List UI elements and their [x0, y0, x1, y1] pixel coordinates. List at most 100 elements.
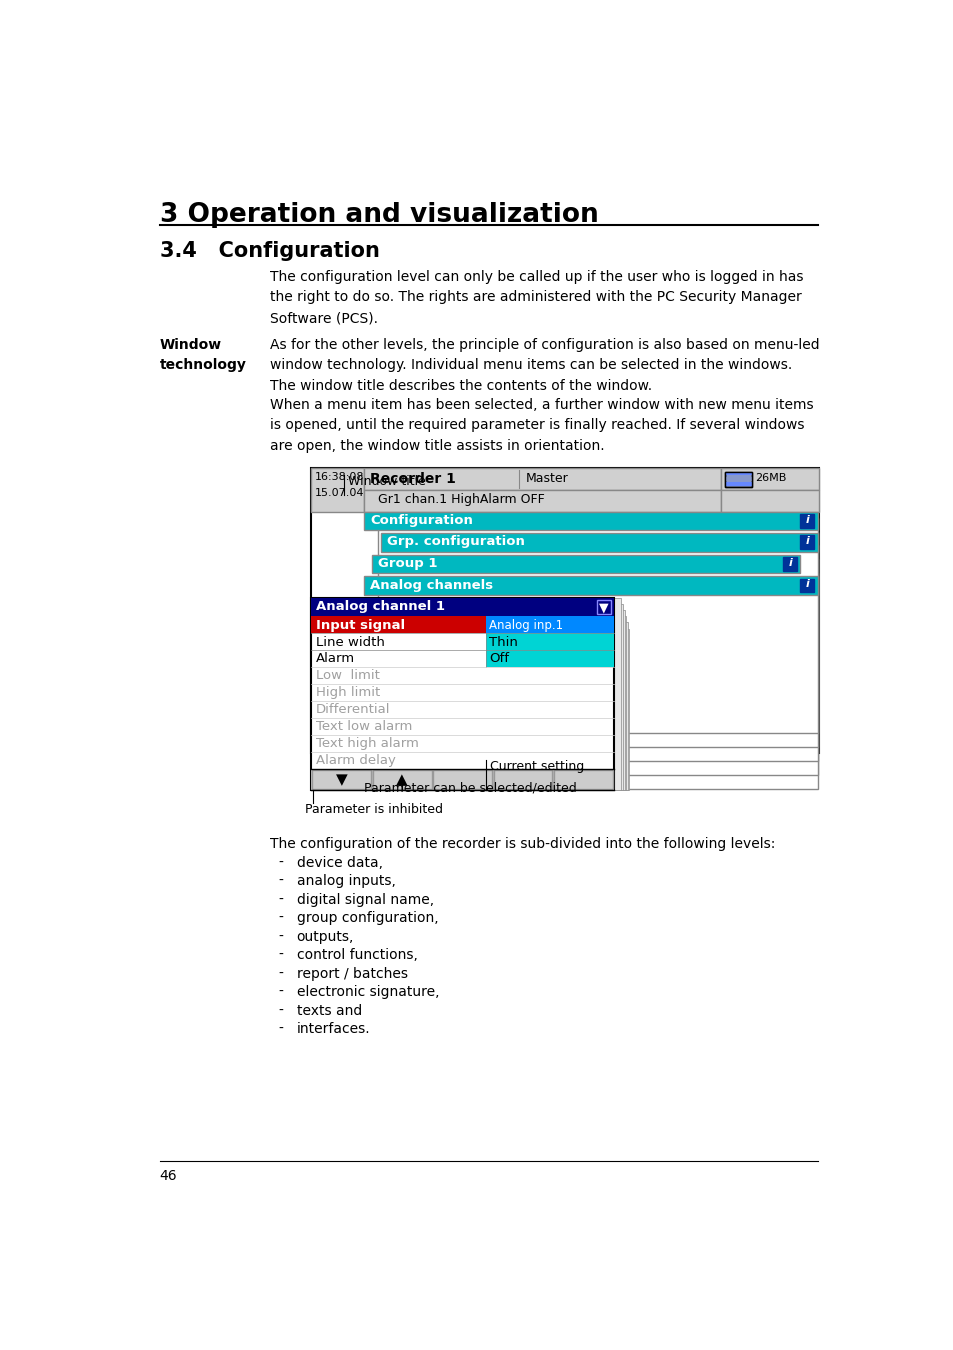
- Text: 3 Operation and visualization: 3 Operation and visualization: [159, 202, 598, 228]
- Text: digital signal name,: digital signal name,: [296, 892, 434, 907]
- Text: Current setting: Current setting: [489, 760, 583, 772]
- Text: As for the other levels, the principle of configuration is also based on menu-le: As for the other levels, the principle o…: [270, 338, 820, 393]
- Bar: [381, 533, 817, 552]
- Text: ▼: ▼: [335, 772, 347, 787]
- Text: Low  limit: Low limit: [315, 670, 379, 683]
- Bar: [419, 559, 817, 775]
- Text: -: -: [278, 1003, 283, 1018]
- Text: i: i: [804, 536, 808, 547]
- Bar: [615, 603, 622, 790]
- Bar: [720, 468, 819, 490]
- Bar: [377, 518, 817, 733]
- Text: Analog channels: Analog channels: [370, 579, 493, 591]
- Bar: [596, 601, 610, 614]
- Bar: [613, 598, 620, 790]
- Bar: [406, 545, 817, 761]
- Bar: [800, 579, 814, 593]
- Text: Configuration: Configuration: [370, 514, 473, 526]
- Text: Window
technology: Window technology: [159, 338, 246, 373]
- Text: Parameter can be selected/edited: Parameter can be selected/edited: [364, 782, 577, 794]
- Text: -: -: [278, 892, 283, 907]
- Text: The configuration of the recorder is sub-divided into the following levels:: The configuration of the recorder is sub…: [270, 837, 775, 852]
- Text: -: -: [278, 930, 283, 944]
- Bar: [554, 771, 612, 788]
- Bar: [724, 482, 751, 486]
- Bar: [434, 574, 817, 788]
- Text: 46: 46: [159, 1169, 177, 1183]
- Text: Alarm delay: Alarm delay: [315, 755, 395, 767]
- Text: outputs,: outputs,: [296, 930, 354, 944]
- Bar: [364, 490, 720, 512]
- Text: group configuration,: group configuration,: [296, 911, 437, 925]
- Text: i: i: [787, 558, 792, 568]
- Bar: [392, 532, 817, 747]
- Text: 26MB: 26MB: [754, 472, 785, 483]
- Bar: [373, 771, 431, 788]
- Text: analog inputs,: analog inputs,: [296, 875, 395, 888]
- Bar: [620, 629, 629, 790]
- Text: ▼: ▼: [598, 602, 608, 614]
- Bar: [311, 768, 613, 790]
- Bar: [724, 471, 751, 475]
- Text: 15.07.04: 15.07.04: [314, 489, 364, 498]
- Text: The configuration level can only be called up if the user who is logged in has
t: The configuration level can only be call…: [270, 270, 803, 325]
- Text: Gr1 chan.1 HighAlarm OFF: Gr1 chan.1 HighAlarm OFF: [370, 493, 544, 506]
- Text: i: i: [804, 579, 808, 590]
- Text: -: -: [278, 948, 283, 963]
- Text: Text high alarm: Text high alarm: [315, 737, 418, 751]
- Text: Window title: Window title: [348, 475, 425, 489]
- Bar: [485, 617, 613, 633]
- Text: Parameter is inhibited: Parameter is inhibited: [305, 803, 443, 815]
- Text: Alarm: Alarm: [315, 652, 355, 666]
- Bar: [312, 771, 371, 788]
- Bar: [311, 598, 613, 790]
- Bar: [618, 617, 625, 790]
- Bar: [311, 598, 613, 617]
- Text: Master: Master: [525, 471, 567, 485]
- Text: ▲: ▲: [395, 772, 408, 787]
- Bar: [724, 477, 751, 481]
- Text: Input signal: Input signal: [315, 618, 405, 632]
- Bar: [493, 771, 552, 788]
- Text: texts and: texts and: [296, 1003, 361, 1018]
- Text: 16:38:08: 16:38:08: [314, 471, 364, 482]
- Text: 3.4   Configuration: 3.4 Configuration: [159, 242, 379, 262]
- Bar: [720, 490, 819, 512]
- Text: Grp. configuration: Grp. configuration: [387, 536, 525, 548]
- Text: Off: Off: [488, 652, 508, 666]
- Text: i: i: [804, 514, 808, 525]
- Text: -: -: [278, 875, 283, 888]
- Text: When a menu item has been selected, a further window with new menu items
is open: When a menu item has been selected, a fu…: [270, 398, 813, 452]
- Bar: [800, 514, 814, 528]
- Bar: [782, 558, 797, 571]
- Text: report / batches: report / batches: [296, 967, 407, 980]
- Bar: [433, 771, 492, 788]
- Text: control functions,: control functions,: [296, 948, 417, 963]
- Text: Group 1: Group 1: [377, 558, 437, 570]
- Text: Recorder 1: Recorder 1: [370, 471, 456, 486]
- Bar: [311, 468, 819, 753]
- Text: -: -: [278, 911, 283, 925]
- Text: High limit: High limit: [315, 686, 380, 699]
- Bar: [364, 468, 720, 490]
- Text: -: -: [278, 967, 283, 980]
- Text: Line width: Line width: [315, 636, 385, 648]
- Text: Analog inp.1: Analog inp.1: [488, 618, 562, 632]
- Text: device data,: device data,: [296, 856, 382, 869]
- Text: -: -: [278, 986, 283, 999]
- Text: Thin: Thin: [488, 636, 517, 648]
- Bar: [311, 617, 613, 633]
- Bar: [724, 471, 751, 487]
- Text: Analog channel 1: Analog channel 1: [315, 601, 445, 613]
- Bar: [617, 610, 624, 790]
- Text: Text low alarm: Text low alarm: [315, 721, 412, 733]
- Bar: [619, 622, 627, 790]
- Text: -: -: [278, 856, 283, 869]
- Bar: [485, 651, 613, 667]
- Bar: [485, 633, 613, 651]
- Text: -: -: [278, 1022, 283, 1035]
- Text: interfaces.: interfaces.: [296, 1022, 370, 1035]
- Bar: [311, 468, 364, 512]
- Bar: [800, 536, 814, 549]
- Bar: [364, 512, 817, 531]
